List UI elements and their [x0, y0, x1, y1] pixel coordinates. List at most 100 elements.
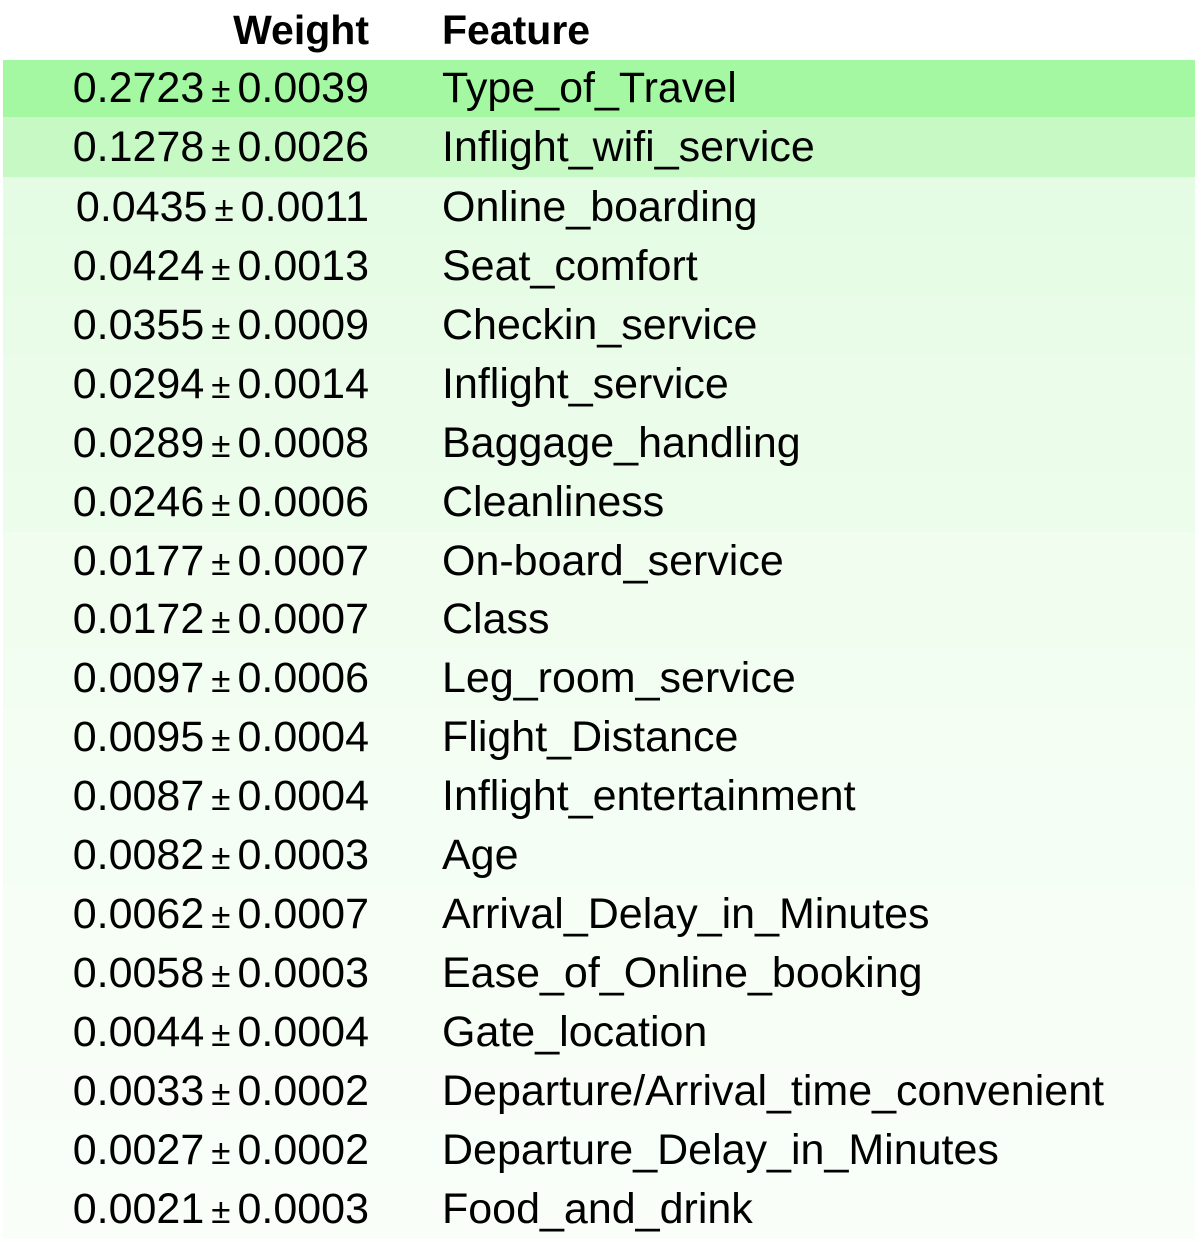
weight-std: 0.0003	[237, 1185, 369, 1233]
weight-std: 0.0008	[237, 419, 369, 467]
weight-value: 0.0087	[72, 772, 205, 820]
weight-cell: 0.0027 ±0.0002	[3, 1121, 442, 1180]
weight-std: 0.0002	[237, 1067, 369, 1115]
plus-minus-symbol: ±	[211, 129, 231, 169]
table-header: Weight Feature	[3, 0, 1195, 60]
plus-minus-symbol: ±	[211, 1015, 231, 1054]
weight-value: 0.0177	[72, 536, 205, 585]
feature-name: Food_and_drink	[442, 1180, 1195, 1239]
feature-name: Gate_location	[442, 1003, 1195, 1062]
feature-name: Inflight_entertainment	[442, 767, 1195, 826]
plus-minus-symbol: ±	[211, 838, 231, 877]
weight-value: 0.0062	[72, 890, 205, 938]
plus-minus-symbol: ±	[211, 367, 231, 406]
weight-cell: 0.0289 ±0.0008	[3, 414, 442, 473]
weight-value: 0.0289	[72, 419, 205, 467]
table-row: 0.0177 ±0.0007 On-board_service	[3, 532, 1195, 590]
weight-value: 0.0033	[72, 1067, 205, 1115]
plus-minus-symbol: ±	[211, 956, 231, 995]
feature-name: Departure_Delay_in_Minutes	[442, 1121, 1195, 1180]
weight-value: 0.0021	[72, 1185, 205, 1233]
table-row: 0.0097 ±0.0006 Leg_room_service	[3, 649, 1195, 708]
weight-cell: 0.0246 ±0.0006	[3, 473, 442, 532]
weight-std: 0.0004	[237, 1008, 369, 1056]
feature-name: Departure/Arrival_time_convenient	[442, 1062, 1195, 1121]
weight-cell: 0.0424 ±0.0013	[3, 237, 442, 296]
weight-std: 0.0007	[237, 536, 369, 585]
feature-column-header: Feature	[442, 6, 591, 53]
weight-cell: 0.0294 ±0.0014	[3, 355, 442, 414]
table-body: 0.2723 ±0.0039 Type_of_Travel 0.1278 ±0.0026…	[3, 60, 1195, 1239]
weight-std: 0.0003	[237, 949, 369, 997]
weight-cell: 0.2723 ±0.0039	[3, 60, 442, 117]
feature-weights-table: Weight Feature 0.2723 ±0.0039 Type_of_Trav…	[3, 0, 1195, 1239]
table-row: 0.2723 ±0.0039 Type_of_Travel	[3, 60, 1195, 117]
table-row: 0.0435 ±0.0011 Online_boarding	[3, 177, 1195, 237]
feature-name: Ease_of_Online_booking	[442, 944, 1195, 1003]
weight-value: 0.0082	[72, 831, 205, 879]
feature-name: Online_boarding	[442, 177, 1195, 237]
weight-value: 0.0044	[72, 1008, 205, 1056]
weight-std: 0.0026	[237, 122, 369, 171]
plus-minus-symbol: ±	[211, 485, 231, 524]
weight-std: 0.0007	[237, 890, 369, 938]
plus-minus-symbol: ±	[214, 189, 234, 229]
feature-name: Class	[442, 590, 1195, 649]
plus-minus-symbol: ±	[211, 543, 231, 583]
table-row: 0.0044 ±0.0004 Gate_location	[3, 1003, 1195, 1062]
weight-value: 0.0355	[72, 301, 205, 349]
plus-minus-symbol: ±	[211, 426, 231, 465]
weight-std: 0.0011	[240, 182, 369, 231]
weight-std: 0.0014	[237, 360, 369, 408]
weight-cell: 0.0095 ±0.0004	[3, 708, 442, 767]
weight-value: 0.0424	[72, 242, 205, 290]
weight-value: 0.0027	[72, 1126, 205, 1174]
weight-value: 0.0294	[72, 360, 205, 408]
weight-cell: 0.0177 ±0.0007	[3, 532, 442, 590]
weight-std: 0.0007	[237, 595, 369, 643]
table-row: 0.0087 ±0.0004 Inflight_entertainment	[3, 767, 1195, 826]
feature-name: On-board_service	[442, 532, 1195, 590]
weight-value: 0.0246	[72, 478, 205, 526]
table-row: 0.0172 ±0.0007 Class	[3, 590, 1195, 649]
weight-cell: 0.0435 ±0.0011	[3, 177, 442, 237]
table-row: 0.0033 ±0.0002 Departure/Arrival_time_conv…	[3, 1062, 1195, 1121]
weight-cell: 0.0021 ±0.0003	[3, 1180, 442, 1239]
table-row: 0.0289 ±0.0008 Baggage_handling	[3, 414, 1195, 473]
feature-name: Baggage_handling	[442, 414, 1195, 473]
weight-value: 0.0435	[75, 182, 208, 231]
plus-minus-symbol: ±	[211, 1133, 231, 1172]
plus-minus-symbol: ±	[211, 661, 231, 700]
table-row: 0.0424 ±0.0013 Seat_comfort	[3, 237, 1195, 296]
plus-minus-symbol: ±	[211, 602, 231, 641]
weight-std: 0.0004	[237, 713, 369, 761]
feature-name: Flight_Distance	[442, 708, 1195, 767]
plus-minus-symbol: ±	[211, 779, 231, 818]
weight-value: 0.1278	[72, 122, 205, 171]
weight-cell: 0.0058 ±0.0003	[3, 944, 442, 1003]
feature-name: Inflight_service	[442, 355, 1195, 414]
feature-name: Type_of_Travel	[442, 60, 1195, 117]
plus-minus-symbol: ±	[211, 897, 231, 936]
weight-cell: 0.0082 ±0.0003	[3, 826, 442, 885]
weight-cell: 0.0033 ±0.0002	[3, 1062, 442, 1121]
table-row: 0.0246 ±0.0006 Cleanliness	[3, 473, 1195, 532]
weight-cell: 0.1278 ±0.0026	[3, 117, 442, 177]
weight-cell: 0.0097 ±0.0006	[3, 649, 442, 708]
weight-value: 0.0172	[72, 595, 205, 643]
weight-value: 0.0095	[72, 713, 205, 761]
plus-minus-symbol: ±	[211, 1192, 231, 1231]
feature-name: Arrival_Delay_in_Minutes	[442, 885, 1195, 944]
table-row: 0.0062 ±0.0007 Arrival_Delay_in_Minutes	[3, 885, 1195, 944]
plus-minus-symbol: ±	[211, 71, 231, 110]
table-row: 0.0027 ±0.0002 Departure_Delay_in_Minutes	[3, 1121, 1195, 1180]
weight-cell: 0.0044 ±0.0004	[3, 1003, 442, 1062]
table-row: 0.0355 ±0.0009 Checkin_service	[3, 296, 1195, 355]
plus-minus-symbol: ±	[211, 249, 231, 288]
header-row: Weight Feature	[3, 0, 1195, 60]
weight-cell: 0.0172 ±0.0007	[3, 590, 442, 649]
feature-name: Checkin_service	[442, 296, 1195, 355]
feature-name: Leg_room_service	[442, 649, 1195, 708]
weight-std: 0.0039	[237, 64, 369, 112]
weight-std: 0.0013	[237, 242, 369, 290]
